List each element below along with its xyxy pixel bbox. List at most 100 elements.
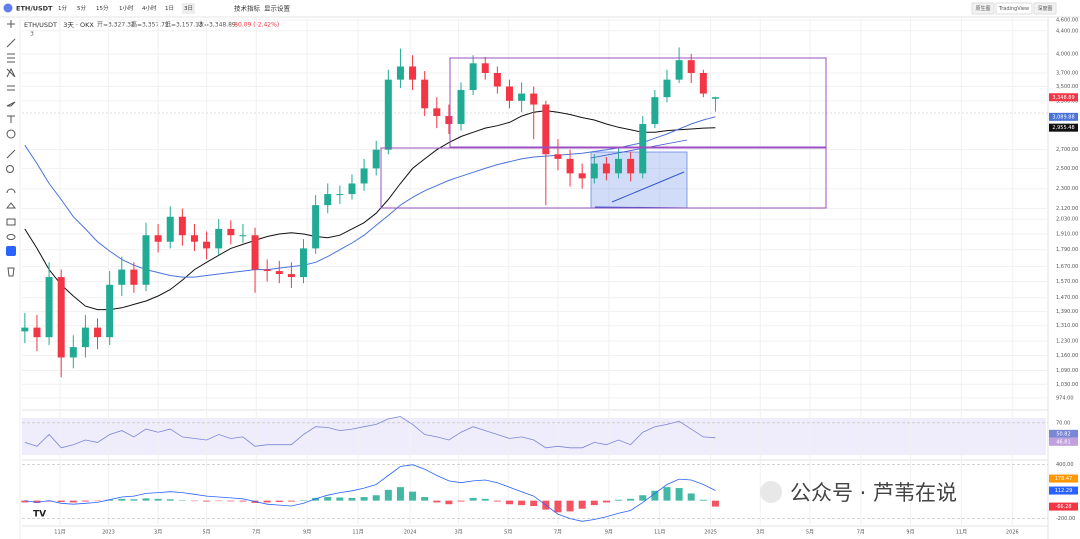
price-tag — [1049, 112, 1078, 121]
legend-collapse[interactable]: 3 — [30, 31, 34, 38]
view-button[interactable] — [1033, 2, 1057, 15]
macd-bar — [33, 500, 41, 503]
macd-bar — [675, 488, 683, 501]
x-tick-label: 9月 — [906, 530, 914, 536]
y-tick-label: 974.00 — [1056, 395, 1074, 401]
tool[interactable] — [7, 115, 15, 123]
x-tick-label: 3月 — [454, 530, 462, 536]
candle-body — [711, 97, 719, 99]
tool[interactable] — [6, 188, 16, 194]
candle-body — [106, 284, 114, 338]
macd-bar — [130, 499, 138, 501]
candle-body — [263, 269, 271, 272]
macd-bar — [518, 500, 526, 506]
view-button[interactable] — [971, 2, 995, 15]
x-tick-label: 5月 — [806, 530, 814, 536]
y-tick-label: 1,230.00 — [1056, 339, 1078, 345]
y-tick-label: 3,700.00 — [1056, 70, 1078, 76]
tool[interactable] — [7, 85, 15, 91]
candle-body — [130, 269, 138, 285]
x-tick-label: 11月 — [352, 530, 363, 536]
macd-bar — [384, 489, 392, 501]
view-label: 原生图 — [975, 5, 990, 12]
tool[interactable] — [6, 218, 16, 226]
price-tag — [1049, 429, 1078, 438]
x-tick-label: 3月 — [756, 530, 764, 536]
macd-bar — [203, 500, 211, 502]
interval-button[interactable]: 4小时 — [142, 4, 157, 12]
macd-bar — [687, 493, 695, 501]
candle-body — [457, 90, 465, 125]
macd-bar — [530, 500, 538, 507]
macd-bar — [336, 497, 344, 501]
x-tick-label: 7月 — [252, 530, 260, 536]
candle-body — [154, 235, 162, 242]
plot — [21, 47, 719, 522]
macd-bar — [239, 500, 247, 502]
price-tag-label: 3,348.89 — [1052, 95, 1074, 101]
interval-active — [182, 3, 195, 14]
candle-body — [275, 271, 283, 275]
tool[interactable] — [6, 101, 16, 107]
price-tag — [1049, 93, 1078, 102]
y-tick-label: 1,030.00 — [1056, 382, 1078, 388]
drawing-tools — [5, 20, 17, 277]
x-tick-label: 5月 — [202, 530, 210, 536]
tool[interactable] — [7, 267, 15, 277]
candle-body — [663, 79, 671, 98]
x-tick-label: 2026 — [1006, 530, 1019, 536]
interval-button[interactable]: 15分 — [96, 4, 109, 12]
candle-body — [142, 235, 150, 285]
interval-button[interactable]: 5分 — [77, 4, 86, 12]
x-tick-label: 2025 — [704, 530, 717, 536]
macd-bar — [287, 500, 295, 502]
candle-body — [627, 158, 635, 174]
view-button[interactable] — [995, 2, 1033, 15]
tool[interactable] — [6, 234, 16, 240]
interval-button[interactable]: 1日 — [165, 5, 174, 12]
view-switch: 原生图 TradingView 深度图 — [971, 2, 1057, 15]
macd-bar — [639, 495, 647, 501]
macd-bar — [493, 500, 501, 502]
rsi-line — [24, 416, 716, 449]
candle-body — [45, 277, 53, 338]
legend-high: 高=3,357.72 — [131, 21, 169, 29]
candle-body — [615, 158, 623, 174]
tool[interactable] — [7, 53, 15, 63]
y-tick-label: 4,000.00 — [1056, 52, 1078, 58]
candle-body — [324, 194, 332, 206]
candle-body — [445, 116, 453, 125]
candle-body — [493, 72, 501, 87]
tool[interactable] — [5, 202, 17, 209]
tool-active[interactable] — [6, 246, 16, 256]
macd-bar — [663, 487, 671, 501]
macd-bar — [45, 500, 53, 502]
x-tick-label: 3月 — [154, 530, 162, 536]
price-tag-label: 46.81 — [1056, 439, 1070, 445]
candle-body — [590, 163, 598, 179]
watermark-text: 公众号 · 芦苇在说 — [790, 481, 957, 505]
macd-bar — [166, 499, 174, 501]
tool[interactable] — [6, 67, 16, 78]
watermark: 公众号 · 芦苇在说 — [760, 481, 957, 505]
symbol: ETH/USDT — [16, 5, 53, 13]
candle-body — [336, 194, 344, 196]
interval-button[interactable]: 3日 — [184, 5, 193, 12]
tool[interactable] — [6, 165, 14, 173]
macd-bar — [154, 498, 162, 501]
x-tick-label: 2023 — [102, 530, 115, 536]
candle-body — [602, 163, 610, 174]
indicators-button[interactable]: 技术指标 — [234, 4, 261, 13]
candle-body — [481, 63, 489, 73]
legend-low: 低=3,157.13 — [165, 21, 203, 29]
interval-button[interactable]: 1小时 — [119, 4, 134, 12]
macd-bar — [118, 498, 126, 501]
candle-body — [203, 241, 211, 249]
legend-open: 开=3,327.32 — [97, 22, 135, 29]
interval-button[interactable]: 1分 — [58, 4, 67, 12]
macd-bar — [578, 500, 586, 509]
tool[interactable] — [6, 149, 16, 159]
tool[interactable] — [6, 38, 16, 48]
display-button[interactable]: 显示设置 — [264, 4, 291, 13]
tool[interactable] — [6, 129, 16, 139]
